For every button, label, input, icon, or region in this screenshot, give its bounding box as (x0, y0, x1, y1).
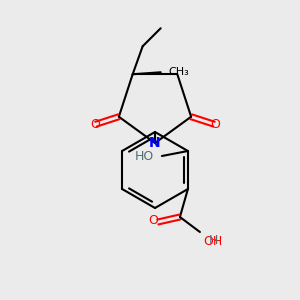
Text: HO: HO (135, 149, 154, 163)
Text: H: H (209, 233, 219, 247)
Text: O: O (90, 118, 100, 131)
Text: N: N (149, 136, 161, 150)
Text: O: O (210, 118, 220, 131)
Text: O: O (148, 214, 158, 226)
Text: OH: OH (203, 235, 222, 248)
Text: CH₃: CH₃ (169, 67, 189, 77)
